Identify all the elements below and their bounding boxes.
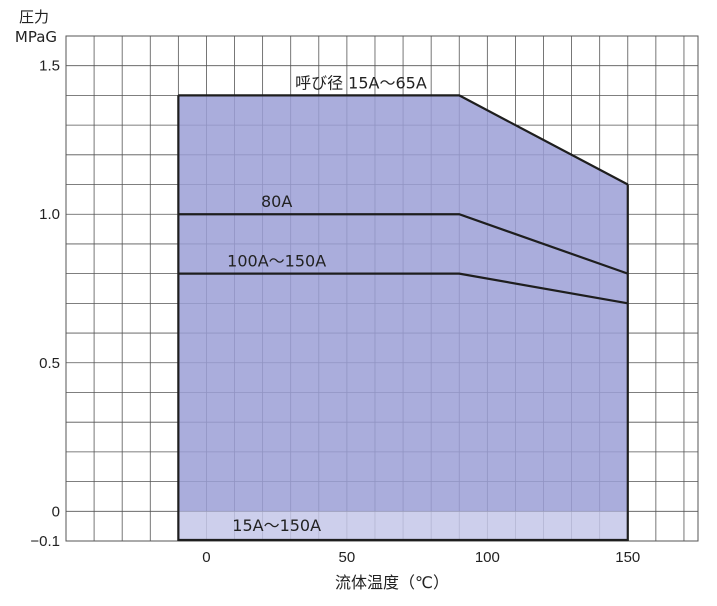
x-tick-label: 0 [202,549,210,566]
x-axis-label: 流体温度（℃） [335,573,449,592]
y-tick-label: −0.1 [30,533,60,550]
x-tick-label: 100 [475,549,500,566]
series-line [178,272,628,305]
series-line [178,213,629,275]
vacuum-region-label: 15A～150A [232,516,321,535]
x-tick-label: 150 [615,549,640,566]
y-tick-label: 1.5 [39,58,60,75]
rating-area [178,95,628,541]
rating-lines [177,94,629,542]
y-axis-label-line2: MPaG [15,28,57,46]
y-axis-label-line1: 圧力 [19,8,49,26]
y-tick-label: 0 [52,503,60,520]
series-label: 呼び径 15A～65A [295,73,427,92]
y-axis-ticks: −0.1 0 0.5 1.0 1.5 [30,58,60,550]
rated-area [178,95,628,512]
series-label: 80A [261,192,292,211]
series-labels: 呼び径 15A～65A 80A 100A～150A 15A～150A [227,73,427,535]
series-line [178,94,629,186]
y-tick-label: 1.0 [39,206,60,223]
x-axis-ticks: 0 50 100 150 [202,549,640,566]
x-tick-label: 50 [339,549,356,566]
series-label: 100A～150A [227,252,326,271]
y-tick-label: 0.5 [39,355,60,372]
vacuum-region [178,511,628,541]
